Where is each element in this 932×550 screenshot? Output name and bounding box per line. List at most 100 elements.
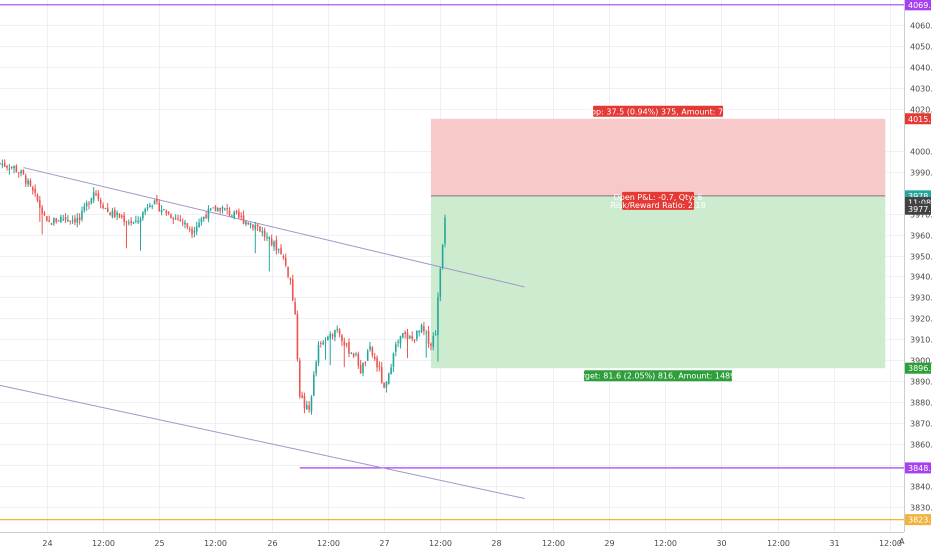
candle-body [425, 332, 428, 334]
y-tick-label: 3970.0 [910, 211, 932, 220]
candle-body [170, 214, 172, 219]
candle-body [31, 187, 34, 191]
candle-body [217, 207, 219, 211]
candle-body [402, 332, 404, 338]
candle-body [338, 329, 341, 335]
candle-body [36, 194, 39, 201]
candle-body [139, 218, 142, 223]
candle-body [390, 367, 392, 375]
candle-body [214, 205, 217, 212]
candle-body [1, 164, 4, 166]
candle-body [418, 330, 421, 333]
trend-line [23, 167, 525, 288]
candle-body [142, 211, 144, 219]
candle-body [50, 223, 53, 225]
candle-body [296, 314, 299, 360]
candle-body [245, 221, 247, 225]
candle-body [193, 231, 196, 233]
auto-scale-button[interactable]: A [899, 537, 905, 546]
candle-body [24, 175, 27, 184]
x-tick-label: 12:00 [879, 539, 902, 548]
candle-body [88, 203, 90, 205]
candle-body [106, 207, 109, 212]
candle-body [252, 224, 254, 228]
candle-body [359, 364, 362, 374]
candle-body [411, 336, 413, 339]
candle-body [308, 405, 310, 410]
candle-body [273, 241, 275, 247]
candle-body [69, 220, 72, 222]
candle-body [247, 222, 250, 225]
candle-body [430, 343, 432, 346]
candle-body [275, 240, 278, 251]
candle-body [378, 366, 381, 368]
candle-body [224, 208, 226, 210]
candle-body [10, 166, 13, 168]
candle-body [39, 199, 41, 208]
x-tick-label: 12:00 [542, 539, 565, 548]
candle-body [118, 214, 121, 218]
y-tick-label: 3880.0 [910, 399, 932, 408]
candle-body [420, 325, 423, 333]
candle-body [13, 166, 15, 169]
candle-body [289, 278, 292, 280]
candle-body [259, 226, 261, 232]
candle-body [165, 210, 168, 214]
x-tick-label: 30 [716, 539, 726, 548]
candle-body [209, 208, 212, 211]
candle-body [123, 215, 125, 222]
candle-body [34, 188, 36, 193]
candle-body [310, 396, 313, 412]
candle-body [284, 257, 287, 266]
x-tick-label: 28 [491, 539, 501, 548]
x-tick-label: 12:00 [654, 539, 677, 548]
candle-body [207, 208, 210, 219]
candle-body [387, 373, 390, 384]
candle-body [76, 218, 79, 223]
price-tag-label: 3823.9 [908, 516, 932, 525]
candle-body [397, 341, 399, 343]
x-tick-label: 12:00 [429, 539, 452, 548]
candle-body [17, 172, 20, 174]
candle-body [95, 193, 97, 196]
candle-body [130, 220, 132, 223]
candle-body [128, 222, 130, 224]
trend-line [0, 384, 525, 499]
candle-body [231, 215, 233, 217]
drawn-lines [0, 4, 904, 521]
candle-body [202, 216, 205, 220]
price-tag-bg [905, 203, 931, 215]
x-tick-label: 12:00 [767, 539, 790, 548]
x-tick-label: 27 [379, 539, 389, 548]
candle-body [322, 342, 324, 345]
x-tick-label: 31 [829, 539, 839, 548]
y-tick-label: 4030.0 [910, 85, 932, 94]
candle-body [160, 210, 163, 213]
candle-body [102, 205, 104, 209]
candle-body [64, 217, 67, 220]
stop-label-bg [593, 105, 724, 117]
candle-body [287, 267, 289, 277]
candle-body [327, 336, 329, 341]
candle-body [249, 223, 252, 225]
candle-body [60, 216, 62, 223]
target-label: Target: 81.6 (2.05%) 816, Amount: 1489.6 [572, 372, 743, 381]
y-tick-label: 3870.0 [910, 420, 932, 429]
candle-body [303, 396, 306, 409]
candle-body [92, 192, 95, 201]
price-tag-bg [905, 0, 931, 11]
candle-body [8, 168, 11, 170]
candle-body [135, 220, 137, 222]
candle-body [15, 165, 18, 172]
candle-body [158, 202, 161, 212]
candle-body [71, 220, 74, 222]
candle-body [270, 238, 273, 245]
price-tag-bg [905, 197, 931, 209]
y-tick-label: 3890.0 [910, 378, 932, 387]
candle-body [200, 218, 203, 223]
candle-body [184, 222, 186, 225]
candle-body [116, 212, 118, 216]
price-tag-label: 3978.5 [908, 192, 932, 201]
